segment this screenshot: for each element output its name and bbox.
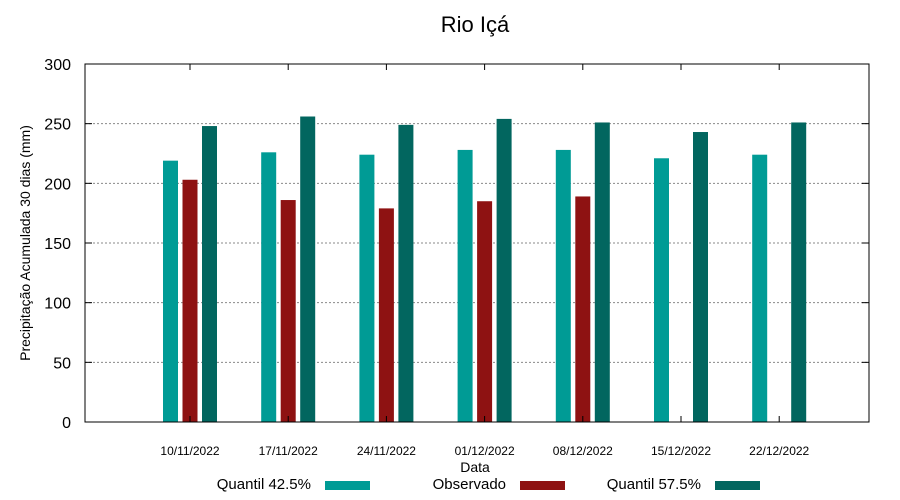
y-tick-label: 150 <box>44 236 71 253</box>
bar <box>457 149 473 423</box>
bar <box>202 126 217 422</box>
y-tick-label: 200 <box>44 176 71 193</box>
x-tick-label: 22/12/2022 <box>749 444 809 458</box>
legend-label: Quantil 57.5% <box>607 476 701 493</box>
plot-frame <box>84 63 870 423</box>
x-tick-labels: 10/11/2022 17/11/2022 24/11/2022 01/12/2022… <box>160 64 810 458</box>
bar <box>378 208 394 422</box>
bar <box>398 124 414 423</box>
bar <box>163 160 178 422</box>
bar <box>359 154 375 422</box>
chart-title: Rio Içá <box>441 12 510 37</box>
legend-swatch <box>325 481 370 490</box>
bar <box>261 152 277 422</box>
legend-swatch <box>715 481 760 490</box>
bar <box>693 132 708 422</box>
y-tick-label: 250 <box>44 117 71 134</box>
legend-label: Quantil 42.5% <box>217 476 311 493</box>
x-axis-label: Data <box>460 459 490 475</box>
y-tick-label: 100 <box>44 296 71 313</box>
bar <box>575 196 591 422</box>
bar <box>496 118 512 422</box>
y-tick-label: 50 <box>53 355 71 372</box>
x-tick-label: 10/11/2022 <box>160 444 219 458</box>
bar <box>752 154 768 422</box>
bar <box>555 149 571 423</box>
legend: Quantil 42.5% Observado Quantil 57.5% <box>217 476 760 493</box>
bar <box>791 122 807 423</box>
x-tick-label: 08/12/2022 <box>553 444 613 458</box>
y-tick-labels: 0 50 100 150 200 250 300 <box>44 57 71 432</box>
legend-swatch <box>520 481 565 490</box>
bar <box>594 122 610 423</box>
bar <box>280 200 296 422</box>
y-tick-label: 300 <box>44 57 71 74</box>
y-tick-label: 0 <box>62 415 71 432</box>
bar <box>477 201 493 422</box>
bars-group <box>163 116 807 423</box>
x-tick-label: 24/11/2022 <box>357 444 416 458</box>
legend-label: Observado <box>433 476 506 493</box>
bar <box>182 179 198 422</box>
x-tick-label: 17/11/2022 <box>259 444 318 458</box>
bar <box>300 116 316 423</box>
bar <box>654 158 669 423</box>
grid-lines <box>85 63 869 423</box>
y-axis-label: Precipitação Acumulada 30 dias (mm) <box>17 125 33 361</box>
x-tick-label: 01/12/2022 <box>455 444 515 458</box>
x-tick-label: 15/12/2022 <box>651 444 711 458</box>
